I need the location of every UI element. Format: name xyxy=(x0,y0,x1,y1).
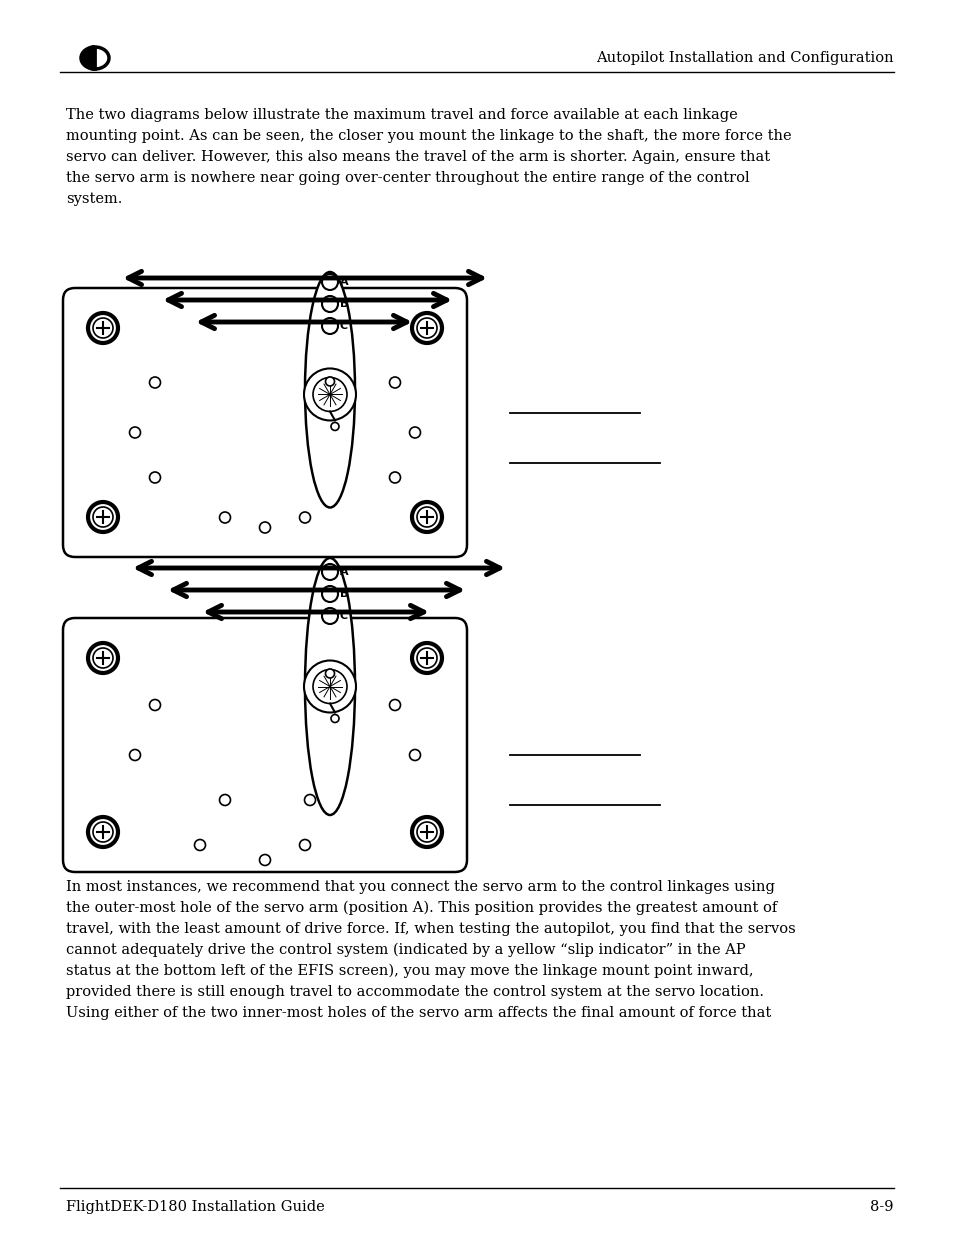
Circle shape xyxy=(304,661,355,713)
Circle shape xyxy=(412,501,441,532)
Circle shape xyxy=(331,422,338,431)
Text: servo can deliver. However, this also means the travel of the arm is shorter. Ag: servo can deliver. However, this also me… xyxy=(66,149,769,164)
Circle shape xyxy=(299,513,310,522)
Circle shape xyxy=(313,378,347,411)
Circle shape xyxy=(331,715,338,722)
Text: system.: system. xyxy=(66,191,122,206)
FancyBboxPatch shape xyxy=(63,618,467,872)
Circle shape xyxy=(92,648,112,668)
Circle shape xyxy=(130,750,140,761)
Circle shape xyxy=(150,699,160,710)
Circle shape xyxy=(389,377,400,388)
Text: mounting point. As can be seen, the closer you mount the linkage to the shaft, t: mounting point. As can be seen, the clos… xyxy=(66,128,791,143)
Circle shape xyxy=(219,513,231,522)
Text: A: A xyxy=(339,567,348,577)
Text: status at the bottom left of the EFIS screen), you may move the linkage mount po: status at the bottom left of the EFIS sc… xyxy=(66,965,753,978)
Text: the outer-most hole of the servo arm (position A). This position provides the gr: the outer-most hole of the servo arm (po… xyxy=(66,902,777,915)
Circle shape xyxy=(416,648,436,668)
Circle shape xyxy=(412,818,441,847)
Circle shape xyxy=(325,377,335,387)
Circle shape xyxy=(194,840,205,851)
Circle shape xyxy=(92,508,112,527)
Circle shape xyxy=(412,643,441,673)
Circle shape xyxy=(150,377,160,388)
Text: Using either of the two inner-most holes of the servo arm affects the final amou: Using either of the two inner-most holes… xyxy=(66,1007,770,1020)
Wedge shape xyxy=(82,44,95,70)
Circle shape xyxy=(389,472,400,483)
Text: B: B xyxy=(339,299,348,309)
Text: Autopilot Installation and Configuration: Autopilot Installation and Configuration xyxy=(596,51,893,65)
Circle shape xyxy=(325,669,335,678)
Text: cannot adequately drive the control system (indicated by a yellow “slip indicato: cannot adequately drive the control syst… xyxy=(66,944,745,957)
Circle shape xyxy=(88,501,118,532)
Circle shape xyxy=(416,317,436,338)
Text: The two diagrams below illustrate the maximum travel and force available at each: The two diagrams below illustrate the ma… xyxy=(66,107,737,122)
Circle shape xyxy=(322,585,337,601)
Circle shape xyxy=(88,643,118,673)
Text: FlightDEK-D180 Installation Guide: FlightDEK-D180 Installation Guide xyxy=(66,1200,324,1214)
Circle shape xyxy=(389,699,400,710)
Text: 8-9: 8-9 xyxy=(869,1200,893,1214)
Circle shape xyxy=(322,608,337,624)
Circle shape xyxy=(412,312,441,343)
Circle shape xyxy=(150,472,160,483)
Circle shape xyxy=(322,564,337,580)
Circle shape xyxy=(88,818,118,847)
FancyBboxPatch shape xyxy=(63,288,467,557)
Circle shape xyxy=(304,794,315,805)
Text: the servo arm is nowhere near going over-center throughout the entire range of t: the servo arm is nowhere near going over… xyxy=(66,170,749,185)
Text: C: C xyxy=(339,611,348,621)
Circle shape xyxy=(322,296,337,312)
Circle shape xyxy=(130,427,140,438)
Circle shape xyxy=(409,427,420,438)
Circle shape xyxy=(313,669,347,704)
Circle shape xyxy=(92,317,112,338)
Circle shape xyxy=(259,855,271,866)
Ellipse shape xyxy=(305,272,355,508)
Circle shape xyxy=(299,840,310,851)
Ellipse shape xyxy=(305,558,355,815)
Circle shape xyxy=(322,274,337,290)
Circle shape xyxy=(409,750,420,761)
Text: C: C xyxy=(339,321,348,331)
Text: provided there is still enough travel to accommodate the control system at the s: provided there is still enough travel to… xyxy=(66,986,763,999)
Ellipse shape xyxy=(81,47,109,69)
Circle shape xyxy=(416,823,436,842)
Text: travel, with the least amount of drive force. If, when testing the autopilot, yo: travel, with the least amount of drive f… xyxy=(66,923,795,936)
Circle shape xyxy=(259,522,271,534)
Text: In most instances, we recommend that you connect the servo arm to the control li: In most instances, we recommend that you… xyxy=(66,881,774,894)
Text: A: A xyxy=(339,277,348,287)
Circle shape xyxy=(219,794,231,805)
Circle shape xyxy=(304,368,355,420)
Circle shape xyxy=(88,312,118,343)
Circle shape xyxy=(322,317,337,333)
Text: B: B xyxy=(339,589,348,599)
Circle shape xyxy=(416,508,436,527)
Circle shape xyxy=(92,823,112,842)
